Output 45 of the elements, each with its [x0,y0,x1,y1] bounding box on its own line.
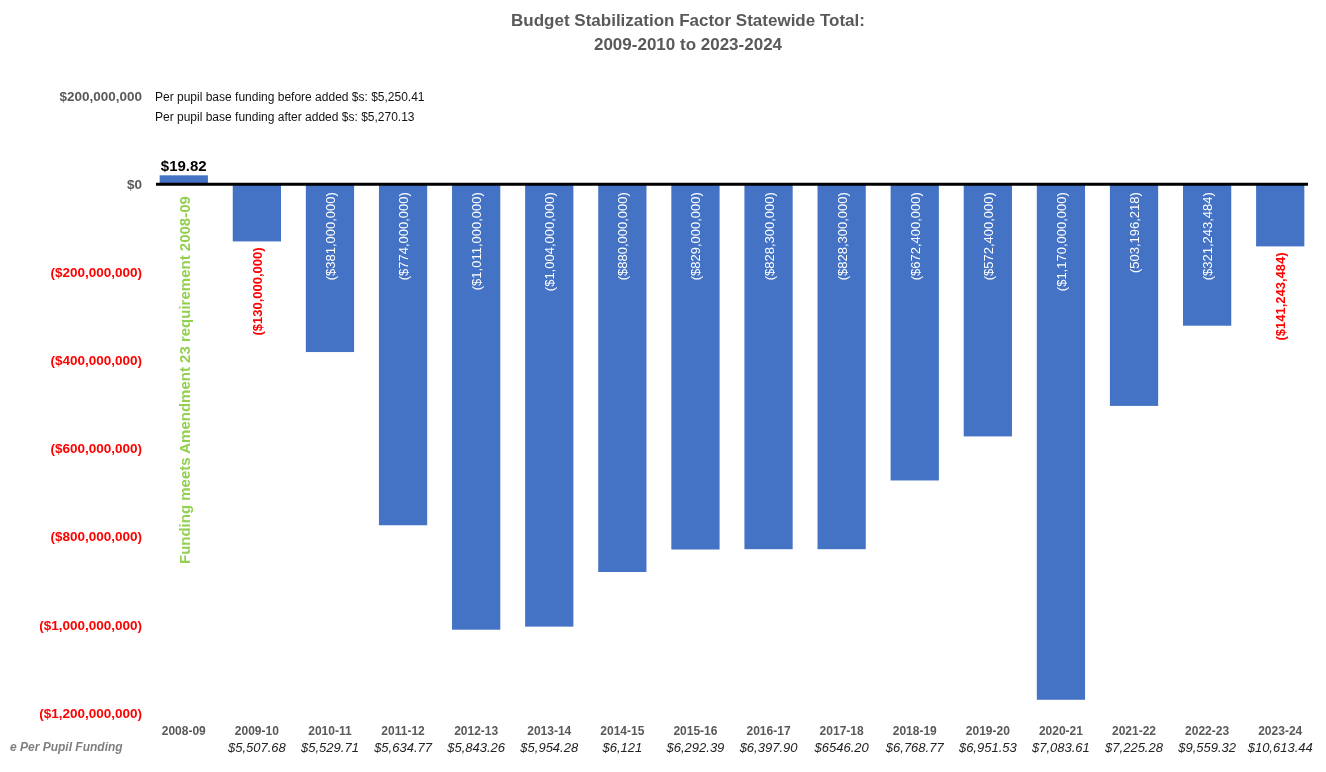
chart-title: Budget Stabilization Factor Statewide Total: 2009-2010 to 2023-2024 [511,11,865,54]
x-tick-label: 2020-21 $7,083.61 [1031,724,1090,755]
annotation: Per pupil base funding before added $s: $5,250.41 [155,90,425,104]
data-label: ($880,000,000) [615,192,631,281]
x-tick-label: 2008-09 [161,724,207,738]
x-tick-label: 2014-15 $6,121 [600,724,645,755]
x-tick-label: 2018-19 $6,768.77 [884,724,945,755]
x-tick-label: 2017-18 $6546.20 [813,724,870,755]
data-label: ($321,243,484) [1200,192,1216,281]
x-tick-label: 2010-11 $5,529.71 [300,724,359,755]
annotation: Funding meets Amendment 23 requirement 2008-09 [175,196,193,565]
y-tick-label: $0 [126,176,142,192]
x-tick-label: 2015-16 $6,292.39 [665,724,725,755]
y-tick-label: ($400,000,000) [50,353,142,369]
data-label: ($130,000,000) [249,247,265,336]
data-label: ($141,243,484) [1273,252,1289,341]
data-label: ($572,400,000) [980,192,996,281]
data-label: (503,196,218) [1127,192,1143,274]
data-label: ($828,300,000) [834,192,850,281]
y-tick-label: ($1,200,000,000) [39,705,142,721]
x-tick-label: 2019-20 $6,951.53 [957,724,1018,755]
x-tick-label: 2023-24 $10,613.44 [1246,724,1313,755]
text: e Per Pupil Funding [10,740,124,754]
data-label: ($1,170,000,000) [1053,192,1069,292]
data-label: ($774,000,000) [396,192,412,281]
data-label: ($1,004,000,000) [542,192,558,292]
annotation: Per pupil base funding after added $s: $5,270.13 [155,110,415,124]
y-tick-label: ($800,000,000) [50,529,142,545]
x-tick-label: 2009-10 $5,507.68 [226,724,287,755]
data-label: ($828,300,000) [761,192,777,281]
data-label: ($1,011,000,000) [469,192,485,291]
x-tick-label: 2022-23 $9,559.32 [1177,724,1237,755]
data-label: ($381,000,000) [322,192,338,281]
y-tick-label: ($1,000,000,000) [39,617,142,633]
y-tick-label: ($200,000,000) [50,265,142,281]
y-tick-label: ($600,000,000) [50,441,142,457]
y-tick-label: $200,000,000 [59,88,142,104]
x-tick-label: 2013-14 $5,954.28 [519,724,579,755]
data-label: ($672,400,000) [907,192,923,281]
x-tick-label: 2021-22 $7,225.28 [1104,724,1164,755]
x-tick-label: 2016-17 $6,397.90 [738,724,799,755]
x-tick-label: 2011-12 $5,634.77 [373,724,433,755]
x-tick-label: 2012-13 $5,843.26 [446,724,506,755]
data-label: ($829,000,000) [688,192,704,281]
annotation: $19.82 [160,157,207,175]
